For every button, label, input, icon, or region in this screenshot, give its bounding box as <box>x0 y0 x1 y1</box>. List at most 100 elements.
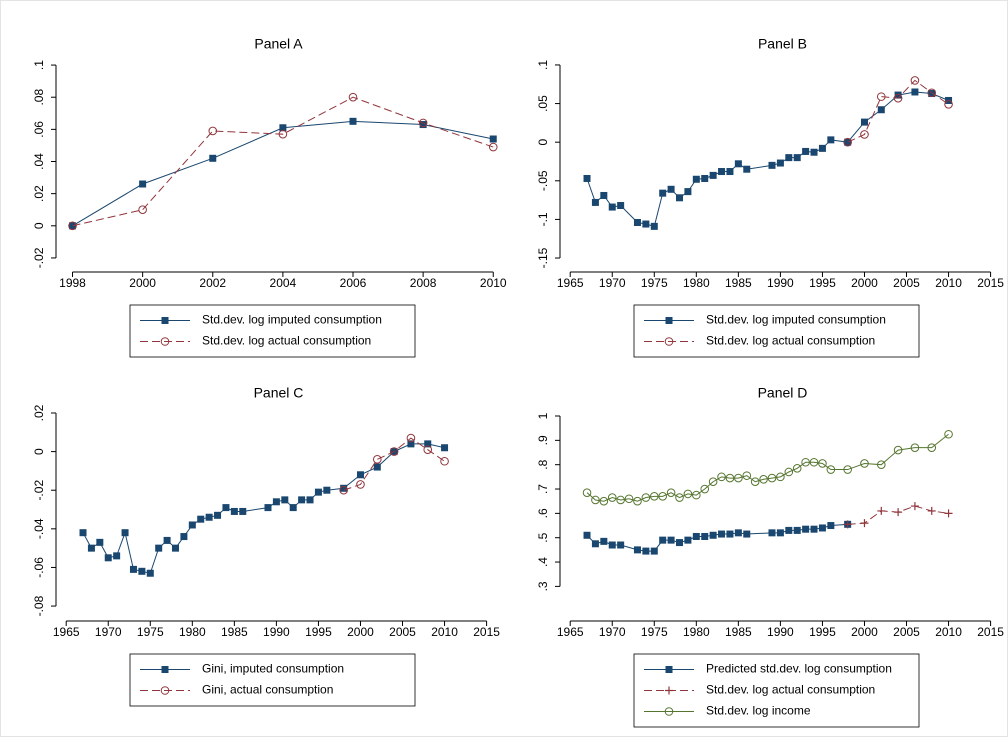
marker <box>214 511 222 519</box>
marker <box>591 198 599 206</box>
chart-title: Panel A <box>254 36 303 52</box>
y-tick-label: .4 <box>536 557 550 567</box>
marker <box>743 530 751 538</box>
x-tick-label: 1995 <box>305 625 332 639</box>
series-line <box>586 91 949 227</box>
marker <box>664 337 674 346</box>
marker <box>205 513 213 521</box>
marker <box>734 529 742 537</box>
marker <box>894 508 903 517</box>
marker <box>692 490 701 500</box>
x-tick-label: 1990 <box>767 276 794 290</box>
series-line <box>847 79 949 143</box>
marker <box>776 472 785 482</box>
marker <box>607 493 617 502</box>
marker <box>272 498 280 506</box>
x-tick-label: 1970 <box>95 625 122 639</box>
marker <box>767 473 777 483</box>
x-tick-label: 1965 <box>557 276 584 290</box>
legend-label: Gini, imputed consumption <box>202 662 344 676</box>
x-tick-label: 2000 <box>851 276 878 290</box>
marker <box>927 506 936 515</box>
legend-label: Predicted std.dev. log consumption <box>706 662 892 676</box>
x-tick-label: 2005 <box>893 276 920 290</box>
y-tick-label: 0 <box>536 139 550 146</box>
marker <box>608 541 616 549</box>
marker <box>708 477 718 487</box>
marker <box>893 445 903 455</box>
marker <box>810 148 818 156</box>
x-tick-label: 2002 <box>199 276 226 290</box>
marker <box>279 124 287 132</box>
marker <box>658 492 667 501</box>
marker <box>424 440 432 448</box>
marker <box>160 337 170 346</box>
marker <box>113 552 121 560</box>
marker <box>665 317 673 324</box>
marker <box>692 532 700 540</box>
marker <box>138 567 146 575</box>
legend-box <box>129 304 416 358</box>
marker <box>650 547 658 555</box>
x-tick-label: 2005 <box>389 625 416 639</box>
y-tick-label: -.02 <box>32 247 46 268</box>
x-tick-label: 1980 <box>179 625 206 639</box>
marker <box>591 495 600 505</box>
marker <box>278 129 288 139</box>
marker <box>616 495 625 505</box>
marker <box>209 154 217 162</box>
y-tick-label: 0 <box>32 222 46 229</box>
x-tick-label: 2008 <box>410 276 437 290</box>
marker <box>843 465 852 474</box>
marker <box>650 222 658 230</box>
y-tick-label: -.05 <box>536 170 550 191</box>
marker <box>356 480 365 489</box>
marker <box>709 531 717 539</box>
y-tick-label: 1 <box>536 412 550 419</box>
marker <box>230 507 238 515</box>
y-tick-label: -.15 <box>536 247 550 268</box>
marker <box>725 473 735 483</box>
marker <box>928 90 936 98</box>
marker <box>617 202 625 210</box>
x-tick-label: 1990 <box>263 625 290 639</box>
marker <box>314 488 322 496</box>
marker <box>692 175 700 183</box>
marker <box>489 135 497 143</box>
marker <box>810 525 818 533</box>
x-tick-label: 1975 <box>137 625 164 639</box>
marker <box>910 443 920 452</box>
marker <box>349 117 357 125</box>
marker <box>709 171 717 179</box>
marker <box>138 205 147 215</box>
marker <box>582 488 592 497</box>
marker <box>750 477 760 487</box>
marker <box>600 537 608 545</box>
marker <box>306 496 314 504</box>
y-tick-label: -.06 <box>32 557 46 578</box>
marker <box>79 529 87 537</box>
marker <box>624 494 634 504</box>
legend-label: Std.dev. log actual consumption <box>706 683 875 697</box>
marker <box>104 554 112 562</box>
y-tick-label: -.1 <box>536 212 550 226</box>
x-tick-label: 2006 <box>340 276 367 290</box>
marker <box>407 440 415 448</box>
x-tick-label: 1965 <box>557 625 584 639</box>
marker <box>389 447 399 456</box>
marker <box>684 536 692 544</box>
x-tick-label: 2004 <box>270 276 297 290</box>
marker <box>734 160 742 168</box>
marker <box>139 180 147 188</box>
marker <box>802 147 810 155</box>
x-tick-label: 1970 <box>599 625 626 639</box>
marker <box>641 493 651 502</box>
marker <box>600 191 608 199</box>
marker <box>944 100 953 109</box>
marker <box>860 130 869 139</box>
marker <box>667 185 675 193</box>
x-tick-label: 2015 <box>977 625 1004 639</box>
legend-label: Std.dev. log actual consumption <box>706 334 875 348</box>
marker <box>161 317 169 324</box>
marker <box>583 531 591 539</box>
